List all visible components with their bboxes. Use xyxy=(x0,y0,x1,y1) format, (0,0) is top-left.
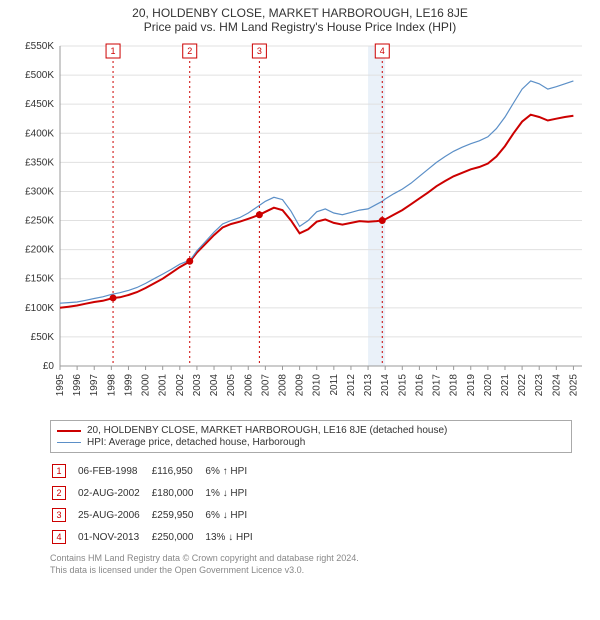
chart-title: 20, HOLDENBY CLOSE, MARKET HARBOROUGH, L… xyxy=(0,6,600,20)
marker-number: 2 xyxy=(187,46,192,56)
event-row: 1 06-FEB-1998£116,9506% ↑ HPI xyxy=(52,461,263,481)
x-tick-label: 2019 xyxy=(466,374,477,397)
events-table: 1 06-FEB-1998£116,9506% ↑ HPI 2 02-AUG-2002… xyxy=(50,459,265,549)
event-marker-icon: 4 xyxy=(52,530,66,544)
x-tick-label: 2000 xyxy=(141,374,152,397)
title-block: 20, HOLDENBY CLOSE, MARKET HARBOROUGH, L… xyxy=(0,0,600,36)
footer-line: This data is licensed under the Open Gov… xyxy=(50,565,572,577)
y-tick-label: £550K xyxy=(25,41,54,52)
x-tick-label: 1995 xyxy=(55,374,66,397)
event-row: 3 25-AUG-2006£259,9506% ↓ HPI xyxy=(52,505,263,525)
event-marker-icon: 3 xyxy=(52,508,66,522)
x-tick-label: 2002 xyxy=(175,374,186,397)
x-tick-label: 2020 xyxy=(483,374,494,397)
x-tick-label: 2023 xyxy=(534,374,545,397)
marker-dot xyxy=(110,294,117,301)
x-tick-label: 2006 xyxy=(243,374,254,397)
chart-subtitle: Price paid vs. HM Land Registry's House … xyxy=(0,20,600,34)
y-tick-label: £350K xyxy=(25,157,54,168)
y-tick-label: £200K xyxy=(25,245,54,256)
event-marker-icon: 1 xyxy=(52,464,66,478)
event-price: £259,950 xyxy=(152,505,204,525)
y-tick-label: £250K xyxy=(25,216,54,227)
event-date: 06-FEB-1998 xyxy=(78,461,150,481)
event-row: 2 02-AUG-2002£180,0001% ↓ HPI xyxy=(52,483,263,503)
event-row: 4 01-NOV-2013£250,00013% ↓ HPI xyxy=(52,527,263,547)
y-tick-label: £50K xyxy=(31,332,55,343)
chart-container: 20, HOLDENBY CLOSE, MARKET HARBOROUGH, L… xyxy=(0,0,600,620)
marker-number: 3 xyxy=(257,46,262,56)
marker-number: 4 xyxy=(380,46,385,56)
event-date: 01-NOV-2013 xyxy=(78,527,150,547)
event-price: £250,000 xyxy=(152,527,204,547)
marker-dot xyxy=(379,217,386,224)
legend-swatch-blue xyxy=(57,442,81,443)
y-tick-label: £400K xyxy=(25,128,54,139)
x-tick-label: 2010 xyxy=(312,374,323,397)
chart-area: £0 £50K £100K £150K £200K £250K £300K £350K £400… xyxy=(10,36,590,416)
x-tick-label: 2018 xyxy=(449,374,460,397)
x-tick-label: 2017 xyxy=(432,374,443,397)
marker-dot xyxy=(256,211,263,218)
x-tick-label: 1997 xyxy=(89,374,100,397)
y-tick-label: £0 xyxy=(43,361,55,372)
x-tick-label: 2022 xyxy=(517,374,528,397)
x-tick-label: 2021 xyxy=(500,374,511,397)
y-tick-label: £500K xyxy=(25,70,54,81)
marker-dot xyxy=(186,258,193,265)
x-tick-label: 2013 xyxy=(363,374,374,397)
y-tick-label: £100K xyxy=(25,303,54,314)
x-tick-label: 1999 xyxy=(123,374,134,397)
event-delta: 13% ↓ HPI xyxy=(205,527,262,547)
event-date: 02-AUG-2002 xyxy=(78,483,150,503)
event-price: £116,950 xyxy=(152,461,204,481)
event-delta: 1% ↓ HPI xyxy=(205,483,262,503)
x-tick-label: 2003 xyxy=(192,374,203,397)
y-tick-label: £450K xyxy=(25,99,54,110)
event-date: 25-AUG-2006 xyxy=(78,505,150,525)
x-tick-label: 2024 xyxy=(551,374,562,397)
y-tick-label: £150K xyxy=(25,274,54,285)
legend-swatch-red xyxy=(57,430,81,432)
footer-line: Contains HM Land Registry data © Crown c… xyxy=(50,553,572,565)
x-tick-label: 2025 xyxy=(568,374,579,397)
event-marker-icon: 2 xyxy=(52,486,66,500)
series-hpi xyxy=(60,81,573,303)
x-tick-label: 2001 xyxy=(158,374,169,397)
x-tick-label: 2008 xyxy=(277,374,288,397)
x-tick-label: 2012 xyxy=(346,374,357,397)
x-tick-label: 1996 xyxy=(72,374,83,397)
legend-label: HPI: Average price, detached house, Harb… xyxy=(87,437,305,448)
legend-label: 20, HOLDENBY CLOSE, MARKET HARBOROUGH, L… xyxy=(87,425,447,436)
x-tick-label: 2011 xyxy=(329,374,340,396)
legend-item-property: 20, HOLDENBY CLOSE, MARKET HARBOROUGH, L… xyxy=(57,425,565,436)
x-tick-label: 2007 xyxy=(260,374,271,397)
legend-item-hpi: HPI: Average price, detached house, Harb… xyxy=(57,437,565,448)
event-delta: 6% ↑ HPI xyxy=(205,461,262,481)
event-price: £180,000 xyxy=(152,483,204,503)
footer: Contains HM Land Registry data © Crown c… xyxy=(50,553,572,576)
x-tick-label: 2016 xyxy=(414,374,425,397)
x-tick-label: 1998 xyxy=(106,374,117,397)
x-tick-label: 2014 xyxy=(380,374,391,397)
y-tick-label: £300K xyxy=(25,186,54,197)
x-tick-label: 2009 xyxy=(295,374,306,397)
x-tick-label: 2005 xyxy=(226,374,237,397)
event-delta: 6% ↓ HPI xyxy=(205,505,262,525)
x-tick-label: 2015 xyxy=(397,374,408,397)
marker-number: 1 xyxy=(111,46,116,56)
chart-svg: £0 £50K £100K £150K £200K £250K £300K £350K £400… xyxy=(10,36,590,416)
legend: 20, HOLDENBY CLOSE, MARKET HARBOROUGH, L… xyxy=(50,420,572,453)
x-tick-label: 2004 xyxy=(209,374,220,397)
